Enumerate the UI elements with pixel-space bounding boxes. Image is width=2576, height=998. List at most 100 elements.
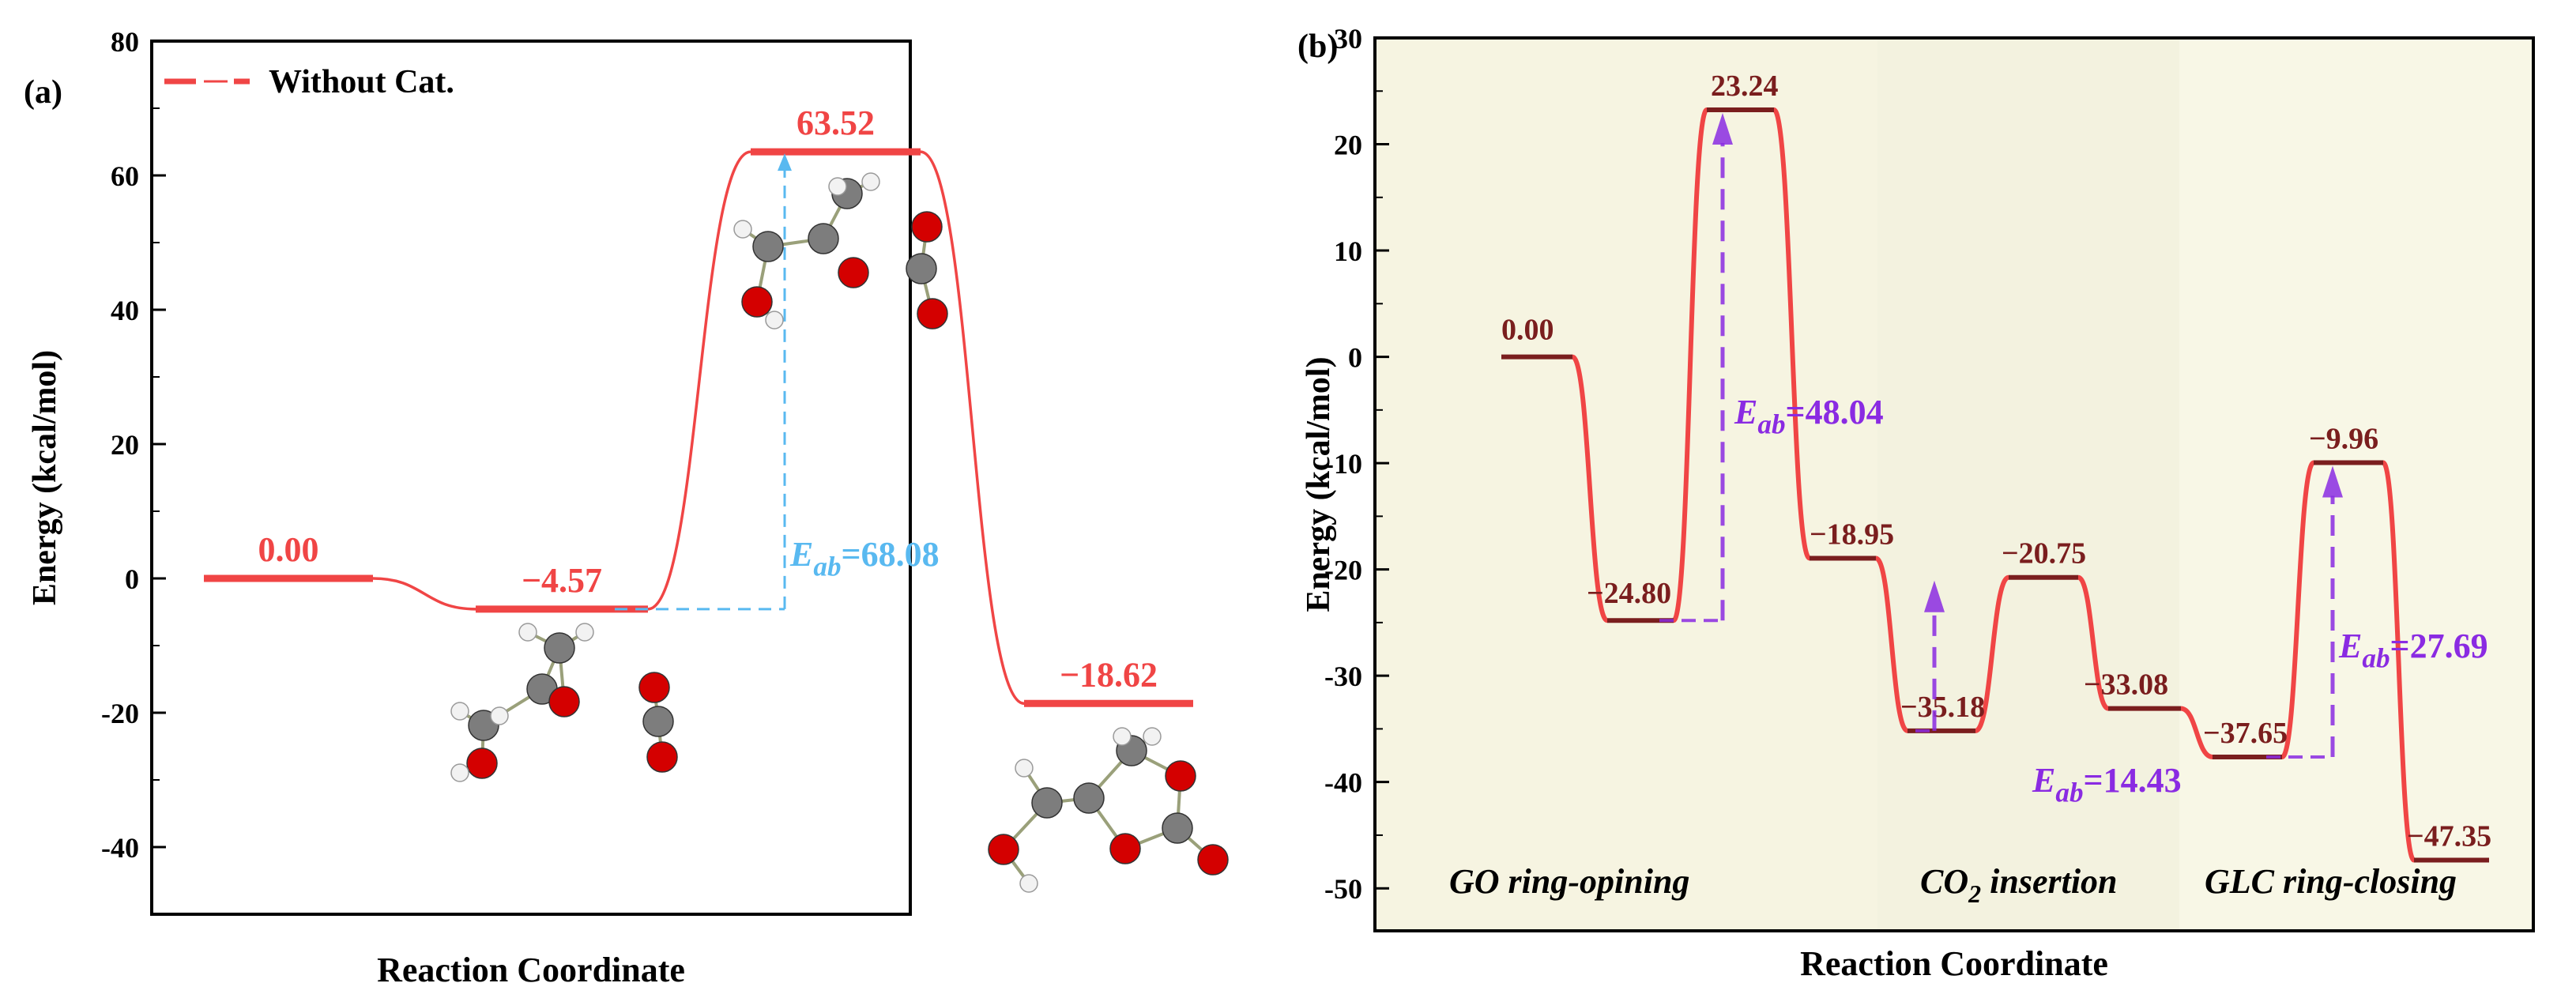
y-tick-label: 20 [111, 429, 139, 461]
molecule-atom [1073, 782, 1105, 814]
energy-level-label: −18.95 [1810, 518, 1894, 551]
molecule-atom [911, 211, 943, 243]
energy-level-label: 0.00 [1501, 314, 1554, 347]
energy-level-label: 23.24 [1711, 70, 1779, 103]
region-background [2179, 38, 2533, 931]
molecule-atom [646, 741, 678, 773]
molecule-atom [906, 253, 937, 284]
molecule-atom [765, 311, 784, 330]
barrier-energy-label: Eab=14.43 [2032, 761, 2182, 808]
molecule-atom [544, 632, 575, 664]
energy-curve [2280, 460, 2316, 760]
energy-curve [1974, 574, 2010, 733]
region-background [1877, 38, 2179, 931]
barrier-arrow-head [1924, 580, 1945, 612]
legend-label: Without Cat. [269, 64, 454, 100]
energy-level-label: −24.80 [1587, 577, 1671, 610]
energy-curve [372, 577, 476, 611]
barrier-energy-label: Eab=27.69 [2338, 627, 2488, 673]
energy-level-label: −20.75 [2002, 537, 2086, 571]
molecule-atom [1143, 727, 1162, 746]
y-tick-label: -40 [1324, 767, 1362, 799]
energy-curve [920, 150, 1025, 706]
energy-level-label: −35.18 [1900, 691, 1985, 724]
barrier-arrow-head [778, 153, 792, 171]
region-label: GO ring-opining [1449, 862, 1689, 901]
molecule-atom [642, 706, 674, 737]
energy-curve [647, 150, 751, 611]
energy-level-label: −33.08 [2084, 668, 2168, 702]
molecule-atom [638, 672, 670, 703]
energy-curve [1874, 555, 1909, 733]
molecule-atom [518, 623, 537, 642]
y-tick-label: -10 [1324, 448, 1362, 480]
molecule-atom [861, 172, 880, 191]
panel-label: (b) [1297, 28, 1338, 65]
energy-level-label: −18.62 [1060, 655, 1158, 694]
region-background [1375, 38, 1877, 931]
region-label: GLC ring-closing [2205, 862, 2457, 901]
y-tick-label: 40 [111, 295, 139, 326]
barrier-arrow-head [2322, 465, 2343, 498]
molecule-atom [1113, 727, 1132, 746]
energy-level-label: −4.57 [522, 561, 602, 600]
barrier-arrow-head [1712, 112, 1733, 145]
y-tick-label: -20 [101, 698, 139, 729]
region-label: CO2 insertion [1920, 862, 2118, 908]
molecule-atom [808, 223, 839, 254]
molecule-atom [1165, 760, 1196, 792]
molecule-atom [733, 220, 752, 239]
energy-curve [1772, 107, 1812, 561]
molecule-atom [548, 686, 580, 717]
energy-curve [2077, 574, 2110, 711]
x-axis-title: Reaction Coordinate [1800, 944, 2108, 983]
y-tick-label: 0 [1348, 342, 1362, 374]
molecule-atom [741, 286, 773, 318]
molecule-atom [988, 834, 1019, 865]
energy-curve [1570, 354, 1610, 623]
plot-frame [150, 40, 912, 916]
molecule-atom [1019, 874, 1038, 893]
molecule-atom [828, 177, 847, 196]
molecule-atom [1031, 787, 1063, 819]
molecule-atom [1015, 759, 1034, 778]
barrier-energy-label: Eab=48.04 [1734, 393, 1884, 439]
molecule-glycidol [450, 623, 594, 782]
energy-level-label: −47.35 [2407, 820, 2491, 853]
y-tick-label: 20 [1334, 130, 1362, 161]
y-tick-label: -40 [101, 832, 139, 864]
y-tick-label: -50 [1324, 873, 1362, 905]
y-tick-label: 10 [1334, 235, 1362, 267]
molecule-co2 [638, 672, 678, 773]
y-axis-title: Energy (kcal/mol) [1301, 356, 1337, 612]
y-tick-label: -20 [1324, 555, 1362, 586]
energy-curve [2381, 460, 2416, 863]
y-tick-label: 60 [111, 160, 139, 192]
energy-curve [2180, 706, 2213, 760]
molecule-atom [575, 623, 594, 642]
y-tick-label: 80 [111, 26, 139, 58]
panel-label: (a) [24, 74, 62, 111]
y-tick-label: 30 [1334, 23, 1362, 55]
molecule-atom [450, 763, 469, 782]
molecule-atom [1197, 844, 1229, 876]
x-axis-title: Reaction Coordinate [377, 951, 685, 989]
y-tick-label: 0 [125, 563, 139, 595]
molecule-atom [450, 702, 469, 721]
molecule-ts-co2 [906, 211, 948, 330]
y-tick-label: -30 [1324, 661, 1362, 692]
molecule-atom [1109, 833, 1141, 864]
barrier-energy-label: Eab=68.08 [789, 535, 940, 582]
plot-frame [1373, 36, 2535, 932]
panel-a: 80 60 40 20 0 -20 -40 (a) Energy (kcal/mol) React… [24, 26, 1229, 989]
molecule-atom [490, 706, 509, 725]
molecule-ts-fragment [733, 172, 880, 330]
y-axis-title: Energy (kcal/mol) [27, 350, 63, 605]
molecule-atom [917, 298, 948, 330]
panel-b: 30 20 10 0 -10 -20 -30 -40 -50 (b) Energy (kcal/mo… [1297, 23, 2535, 983]
energy-level-label: −37.65 [2203, 717, 2288, 750]
energy-level-label: 63.52 [797, 104, 875, 142]
molecule-atom [752, 231, 784, 262]
molecule-atom [1162, 812, 1193, 844]
